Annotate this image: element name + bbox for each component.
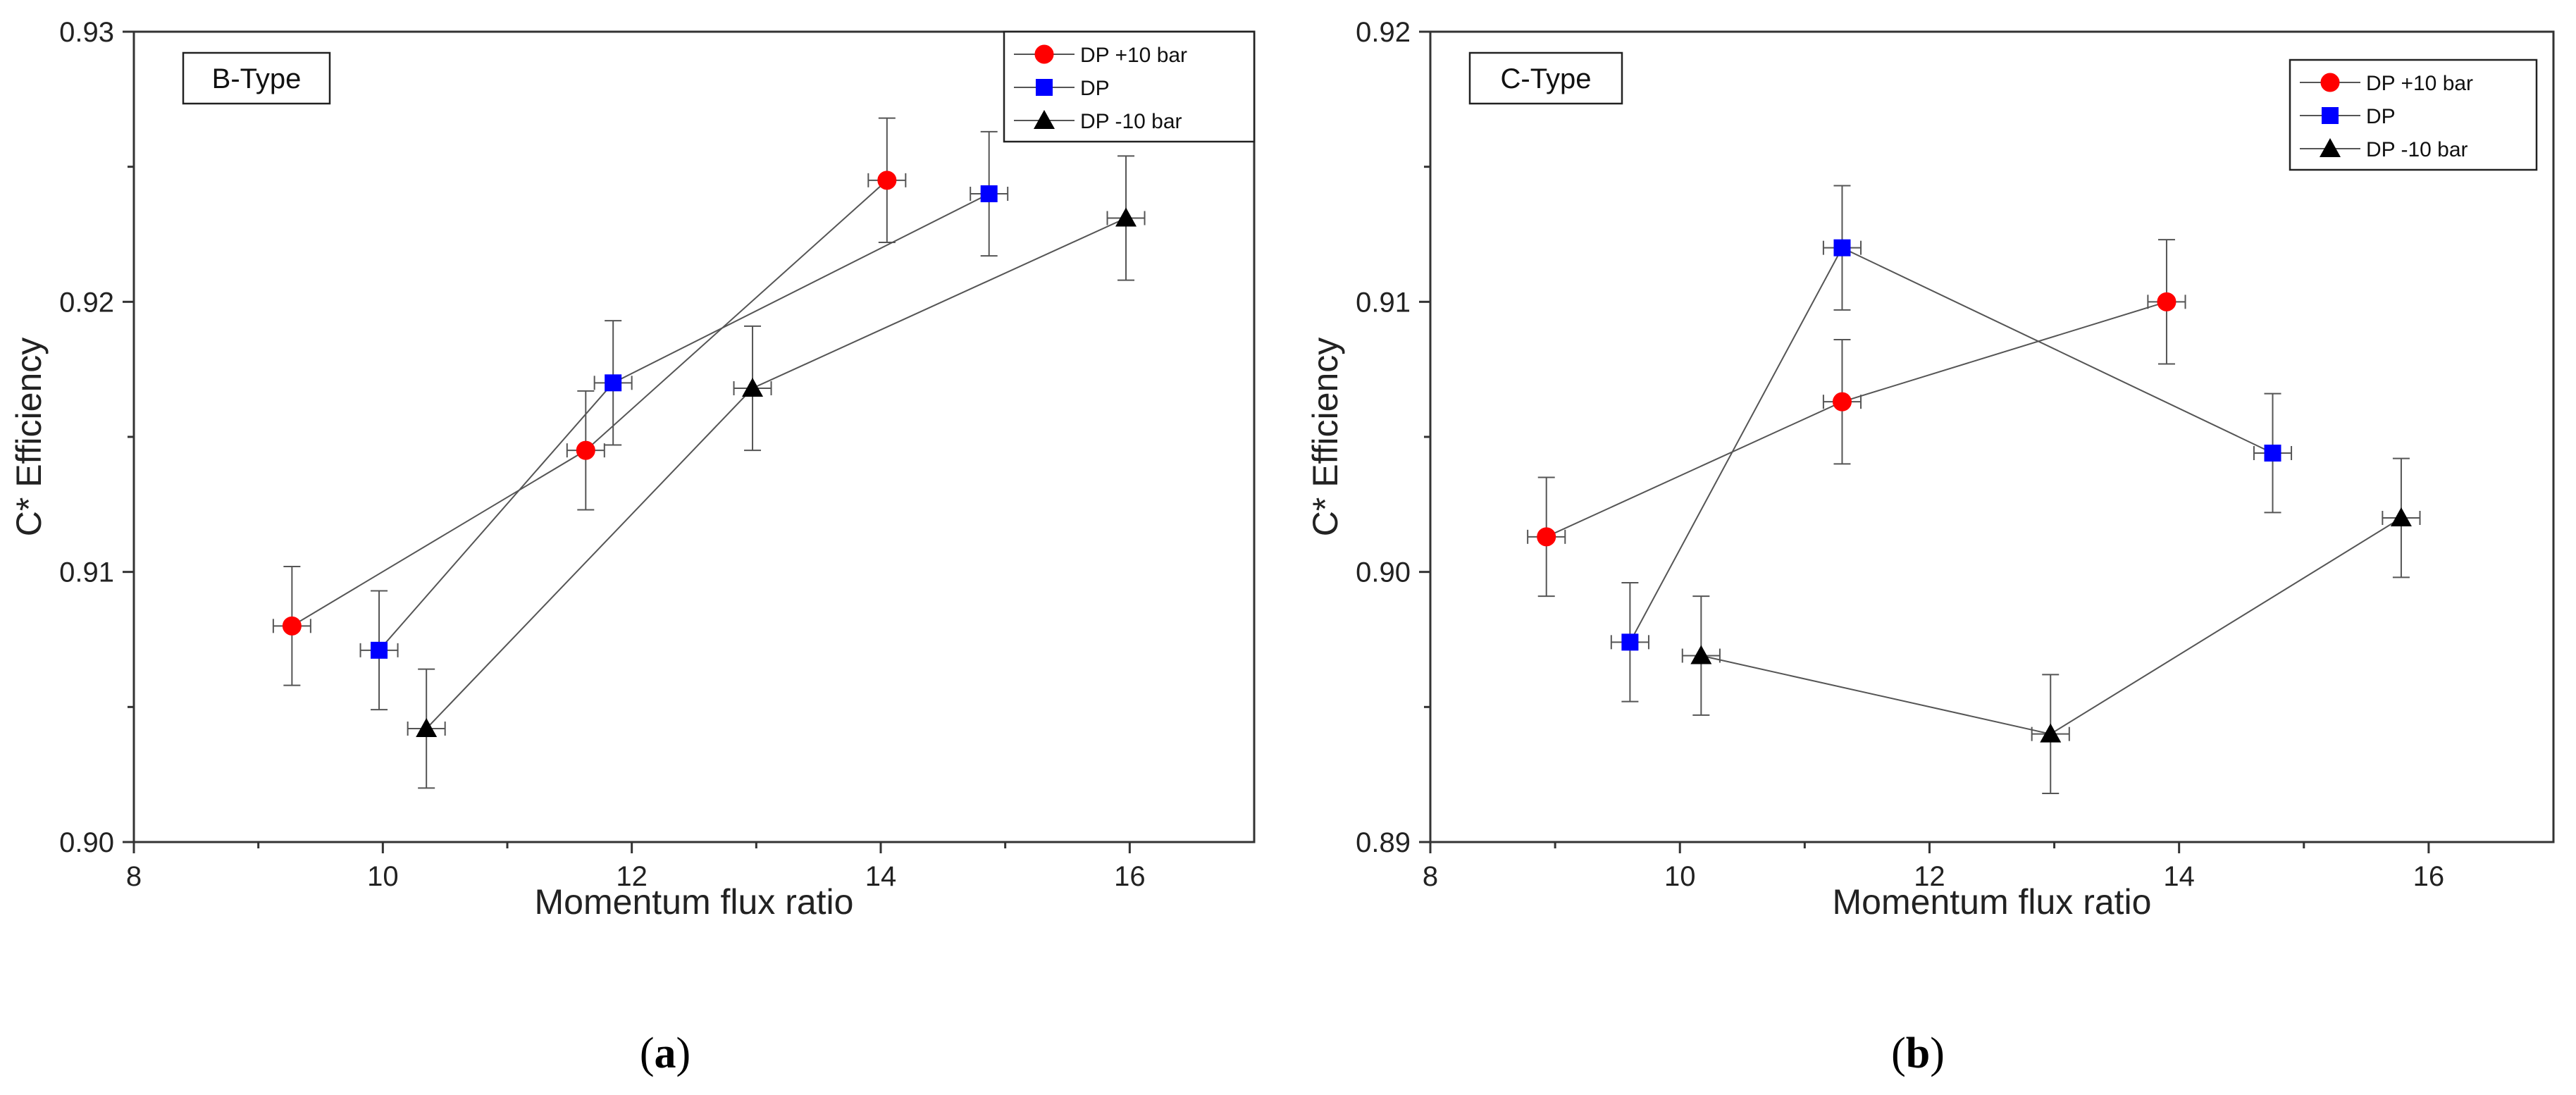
legend-marker-square [1036,79,1053,96]
x-tick-label: 8 [126,861,142,892]
data-point-triangle [742,378,764,397]
y-axis-title: C* Efficiency [9,338,49,537]
series-line [1546,301,2167,538]
legend-marker-triangle [1034,110,1055,129]
legend-label: DP [2366,105,2396,128]
panel-label: (a) [640,1029,691,1077]
x-tick-label: 8 [1423,861,1438,892]
data-point-circle [1537,527,1556,547]
x-tick-label: 10 [367,861,399,892]
x-tick-label: 12 [1914,861,1945,892]
type-annotation-box [1468,51,1623,105]
panel-label-close: ) [1930,1029,1945,1077]
data-point-circle [1832,392,1852,412]
data-point-circle [2157,292,2176,311]
series-line [378,193,990,651]
data-point-square [605,374,622,392]
data-point-square [2264,445,2281,462]
series-line [1629,247,2273,643]
y-tick-label: 0.93 [59,17,114,48]
legend-marker-triangle [2320,138,2341,157]
x-axis-title: Momentum flux ratio [1833,882,2152,922]
data-point-square [1833,239,1851,256]
data-point-triangle [416,718,438,737]
panel-label-open: ( [640,1029,655,1077]
y-tick-label: 0.92 [59,287,114,318]
type-annotation-box [182,51,331,105]
data-point-triangle [2390,507,2412,526]
y-tick-label: 0.90 [1356,557,1411,588]
legend-label: DP +10 bar [2366,72,2473,95]
data-point-triangle [2040,723,2062,743]
legend-label: DP +10 bar [1080,44,1187,67]
y-tick-label: 0.92 [1356,17,1411,48]
x-tick-label: 14 [865,861,897,892]
y-tick-label: 0.89 [1356,827,1411,858]
data-point-square [980,185,998,202]
legend-label: DP [1080,77,1110,100]
data-point-circle [576,440,595,460]
y-axis-title: C* Efficiency [1306,338,1345,537]
series-line [426,217,1127,729]
legend-label: DP -10 bar [1080,110,1182,133]
data-point-circle [282,616,302,636]
panel-label-close: ) [676,1029,691,1077]
plot-frame [132,30,1256,843]
x-axis-title: Momentum flux ratio [535,882,854,922]
panel-label-letter: a [655,1029,676,1077]
data-point-square [1621,633,1639,651]
type-annotation: C-Type [1501,63,1592,94]
legend-marker-circle [2320,73,2340,92]
x-tick-label: 10 [1664,861,1696,892]
legend-marker-circle [1034,44,1054,64]
data-point-triangle [1690,645,1712,664]
y-tick-label: 0.91 [59,557,114,588]
legend-marker-square [2322,107,2339,124]
y-tick-label: 0.90 [59,827,114,858]
y-tick-label: 0.91 [1356,287,1411,318]
panel-label-open: ( [1891,1029,1906,1077]
data-point-circle [877,171,897,190]
chart-panel-b: 8 10 12 14 16 0.89 0.90 0.91 0.92 Momentum flux r… [1306,17,2555,1077]
panel-label-letter: b [1906,1029,1930,1077]
type-annotation: B-Type [212,63,302,94]
legend-label: DP -10 bar [2366,138,2468,161]
x-tick-label: 16 [1114,861,1146,892]
data-point-square [371,641,388,659]
x-tick-label: 16 [2413,861,2445,892]
panel-label: (b) [1891,1029,1945,1077]
x-tick-label: 12 [616,861,648,892]
chart-panel-a: 8 10 12 14 16 0.90 0.91 0.92 0.93 Momentum flux r… [9,17,1256,1077]
x-tick-label: 14 [2163,861,2195,892]
data-point-triangle [1115,207,1137,227]
